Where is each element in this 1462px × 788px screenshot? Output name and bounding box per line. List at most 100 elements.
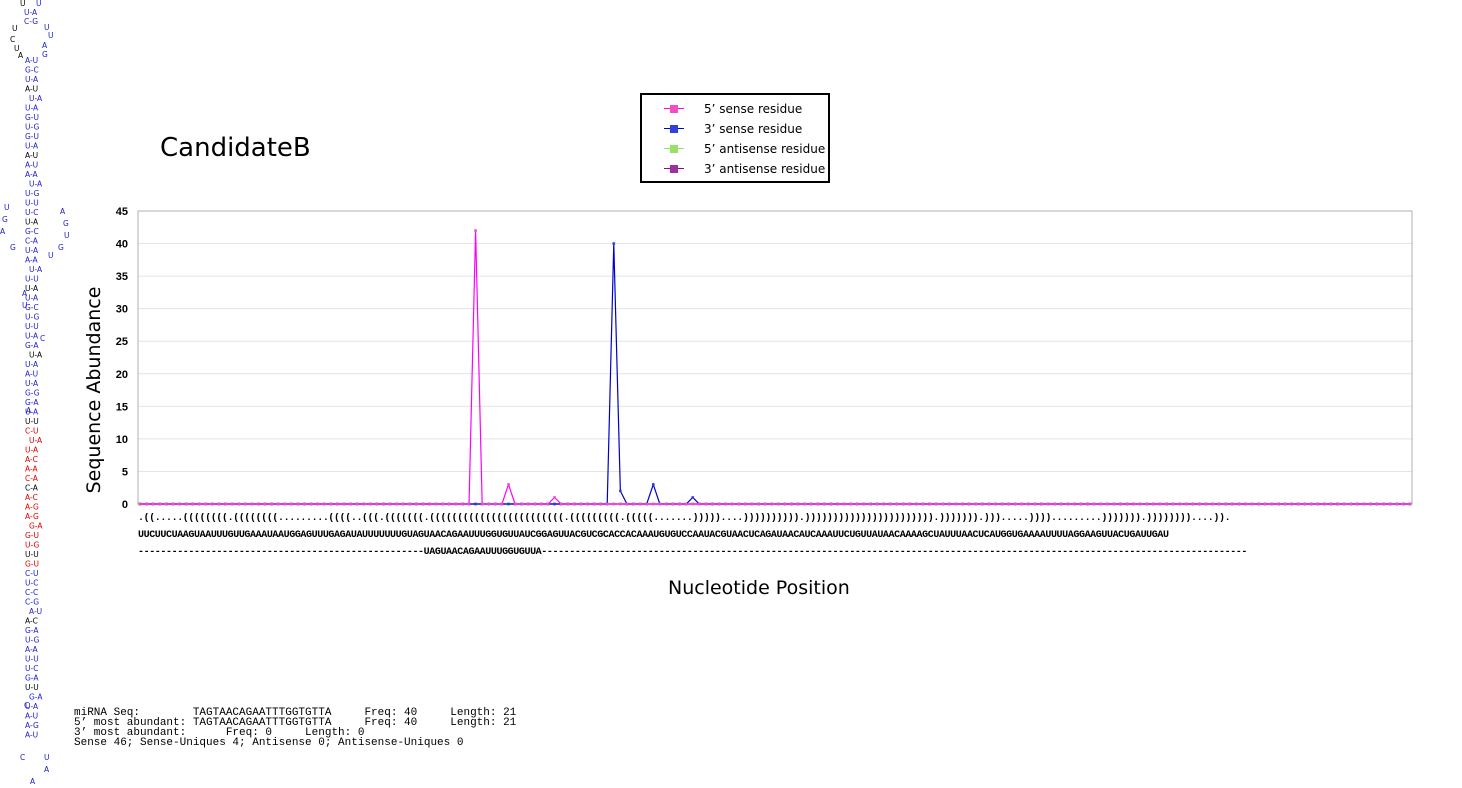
legend-label: 3’ sense residue — [704, 122, 803, 136]
data-point — [237, 502, 241, 506]
y-tick-label: 20 — [116, 369, 128, 381]
stem-pair: A-A — [25, 465, 39, 474]
data-point — [474, 229, 477, 232]
stem-pair: A-U — [29, 607, 42, 616]
stem-pair: U-C — [25, 208, 38, 217]
data-point — [263, 502, 267, 506]
data-point — [415, 502, 418, 506]
data-point — [322, 502, 326, 506]
data-point — [908, 502, 912, 506]
data-point — [375, 502, 379, 506]
stem-pair: G-A — [25, 674, 39, 683]
stem-pair: U-C — [25, 664, 38, 673]
data-point — [178, 502, 181, 506]
data-point — [691, 496, 695, 499]
data-point — [290, 502, 293, 506]
data-point — [309, 502, 313, 506]
data-point — [855, 502, 859, 506]
data-point — [961, 502, 964, 506]
data-point — [770, 502, 774, 506]
data-point — [1171, 502, 1175, 506]
data-point — [1382, 502, 1385, 506]
data-point — [507, 502, 510, 506]
abundance-chart: 0 5 10 15 20 25 30 35 40 45 — [116, 206, 1413, 511]
data-point — [526, 502, 530, 506]
data-point — [724, 502, 727, 506]
y-tick-label: 35 — [116, 271, 128, 283]
data-point — [401, 502, 405, 506]
data-point — [869, 502, 872, 506]
nucleotide-sequence-row: UUCUUCUAAGUAAUUUGUUGAAAUAAUGGAGUUUGAGAUA… — [138, 530, 1169, 541]
data-point — [461, 502, 464, 506]
data-point — [895, 502, 899, 506]
data-point — [1316, 502, 1320, 506]
stem-pair: A-A — [25, 256, 39, 265]
data-point — [303, 502, 306, 506]
stem-pair: A-G — [25, 721, 39, 730]
data-point — [1362, 502, 1366, 506]
y-tick-label: 0 — [122, 499, 128, 511]
loop-nucleotide: U — [36, 0, 42, 8]
data-point — [888, 502, 892, 506]
data-point — [520, 502, 523, 506]
stem-pair: A-U — [25, 731, 38, 740]
data-point — [553, 502, 556, 506]
stem-pair: U-C — [25, 579, 38, 588]
stem-pair: C-A — [25, 474, 39, 483]
stem-pair: U-A — [29, 351, 43, 360]
data-point — [566, 502, 570, 506]
data-point — [507, 483, 510, 486]
data-point — [138, 502, 142, 506]
data-point — [553, 496, 556, 499]
data-point — [421, 502, 425, 506]
data-point — [382, 502, 385, 506]
data-point — [211, 502, 214, 506]
data-point — [849, 502, 852, 506]
data-point — [1329, 502, 1333, 506]
data-point — [717, 502, 721, 506]
data-point — [809, 502, 813, 506]
stem-pair: G-A — [25, 398, 39, 407]
data-point — [191, 502, 194, 506]
data-point — [441, 502, 444, 506]
bulge-nucleotide: C — [40, 334, 45, 343]
data-point — [638, 502, 642, 506]
data-point — [1198, 502, 1201, 506]
data-point — [934, 502, 938, 506]
stem-pair: U-U — [25, 550, 39, 559]
data-point — [1053, 502, 1056, 506]
stem-pair: G-U — [25, 113, 39, 122]
bulge-nucleotide: A — [44, 765, 50, 774]
stem-pair: A-U — [25, 712, 38, 721]
legend-label: 5’ antisense residue — [704, 142, 826, 156]
data-point — [1237, 502, 1241, 506]
stem-pair: G-A — [29, 522, 43, 531]
stem-pair: U-G — [25, 313, 39, 322]
data-point — [494, 502, 497, 506]
data-point — [243, 502, 247, 506]
data-point — [329, 502, 333, 506]
stem-pair: G-A — [29, 693, 43, 702]
stem-pair: U-A — [25, 218, 39, 227]
bulge-nucleotide: A — [22, 289, 28, 298]
x-axis-label: Nucleotide Position — [668, 577, 850, 599]
data-point — [369, 502, 372, 506]
data-point — [619, 489, 622, 493]
data-point — [1066, 502, 1070, 506]
data-point — [605, 502, 609, 506]
data-point — [1250, 502, 1254, 506]
data-point — [1027, 502, 1030, 506]
data-point — [1040, 502, 1043, 506]
data-point — [875, 502, 879, 506]
loop-nucleotide: U — [44, 23, 50, 32]
data-point — [862, 502, 866, 506]
data-point — [145, 502, 148, 506]
data-point — [790, 502, 793, 506]
data-point — [487, 502, 491, 506]
data-point — [842, 502, 846, 506]
data-point — [1106, 502, 1109, 506]
y-tick-label: 15 — [116, 401, 128, 413]
data-point — [217, 502, 221, 506]
stem-pair: U-A — [25, 75, 39, 84]
